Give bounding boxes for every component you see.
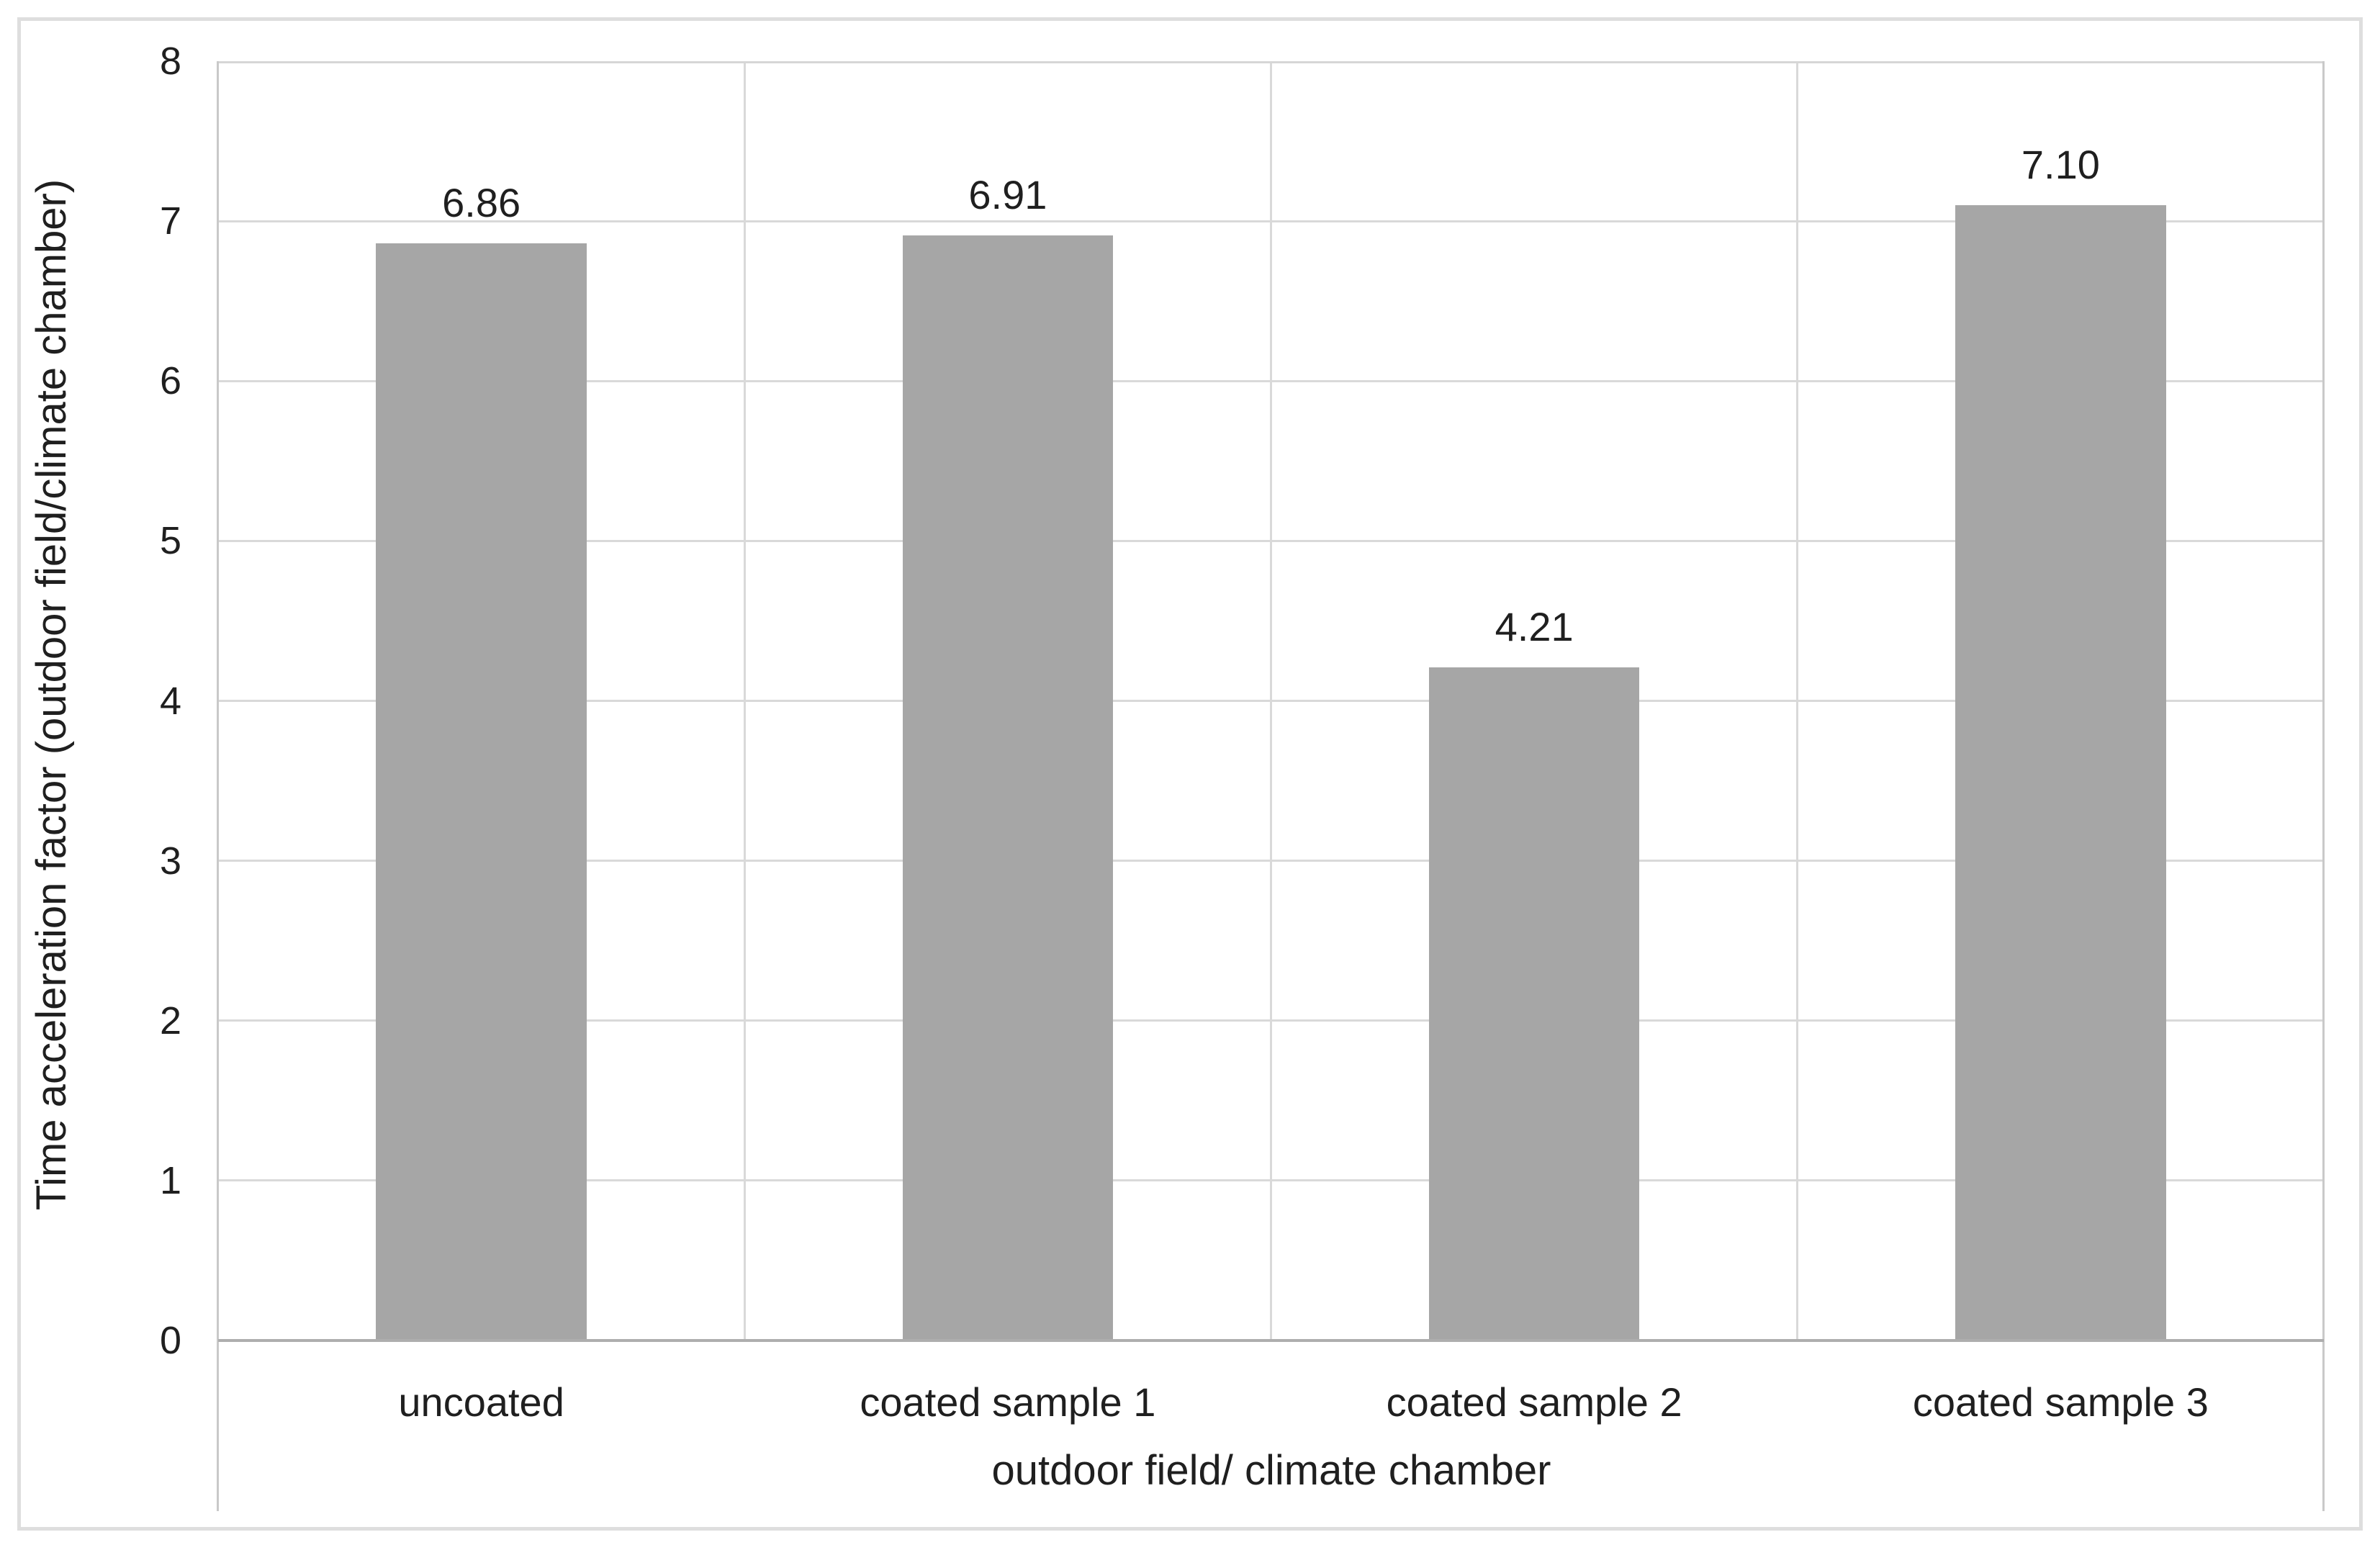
- category-label: coated sample 1: [860, 1379, 1156, 1425]
- y-tick-label: 7: [159, 199, 181, 243]
- y-tick-label: 3: [159, 839, 181, 883]
- x-axis-title: outdoor field/ climate chamber: [991, 1447, 1551, 1494]
- v-gridline: [743, 61, 746, 1341]
- y-tick-label: 0: [159, 1319, 181, 1362]
- bar: [376, 243, 587, 1341]
- category-label: coated sample 2: [1386, 1379, 1682, 1425]
- y-tick-label: 8: [159, 40, 181, 83]
- y-axis-line: [217, 61, 219, 1511]
- y-tick-label: 2: [159, 999, 181, 1042]
- y-axis-title: Time acceleration factor (outdoor field/…: [28, 179, 75, 1211]
- category-label: uncoated: [398, 1379, 564, 1425]
- plot-border-top: [218, 61, 2324, 63]
- v-gridline: [1796, 61, 1799, 1341]
- category-label: coated sample 3: [1912, 1379, 2209, 1425]
- bar: [902, 235, 1114, 1341]
- bar-value-label: 4.21: [1495, 603, 1574, 649]
- bar-value-label: 7.10: [2021, 141, 2100, 187]
- y-tick-label: 4: [159, 679, 181, 723]
- x-axis-line: [218, 1339, 2324, 1342]
- v-gridline: [1270, 61, 1272, 1341]
- bar-value-label: 6.91: [968, 172, 1047, 218]
- plot-border-right: [2322, 61, 2325, 1511]
- y-tick-label: 5: [159, 519, 181, 563]
- bar-value-label: 6.86: [442, 180, 521, 226]
- y-tick-label: 6: [159, 359, 181, 403]
- y-tick-label: 1: [159, 1158, 181, 1202]
- bar: [1955, 204, 2166, 1341]
- bar: [1428, 667, 1640, 1341]
